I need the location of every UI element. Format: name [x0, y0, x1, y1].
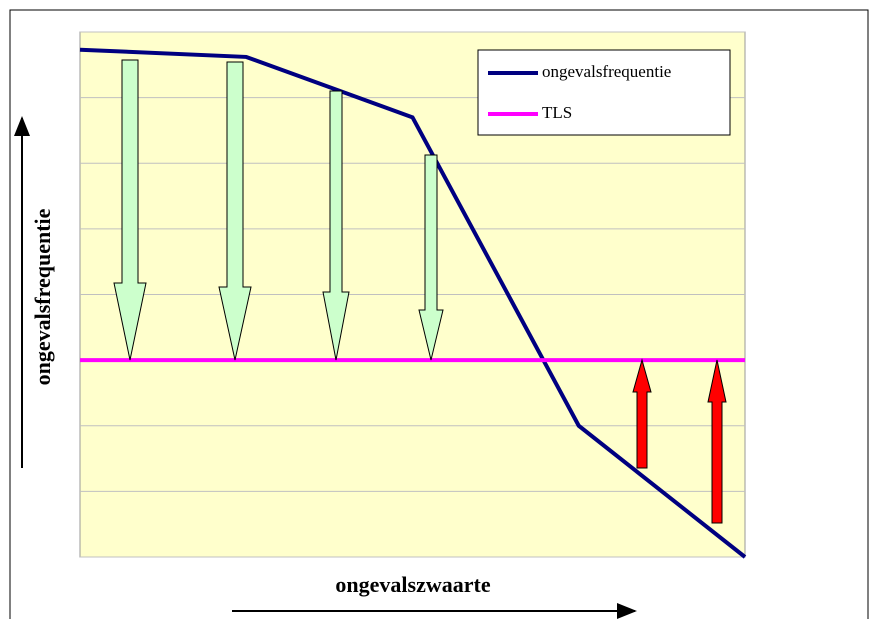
up-arrow — [707, 359, 727, 524]
up-arrow — [632, 358, 652, 469]
down-arrow — [322, 90, 350, 361]
frame — [9, 9, 869, 619]
legend: ongevalsfrequentie TLS — [477, 49, 731, 136]
series-line — [79, 47, 747, 559]
arrows — [113, 59, 727, 524]
legend-label: ongevalsfrequentie — [542, 62, 671, 81]
y-axis-label: ongevalsfrequentie — [30, 208, 55, 385]
x-axis-label: ongevalszwaarte — [335, 572, 490, 597]
down-arrow — [418, 154, 444, 361]
legend-box — [477, 49, 731, 136]
legend-label: TLS — [542, 103, 572, 122]
down-arrow — [218, 61, 252, 361]
down-arrow — [113, 59, 147, 361]
